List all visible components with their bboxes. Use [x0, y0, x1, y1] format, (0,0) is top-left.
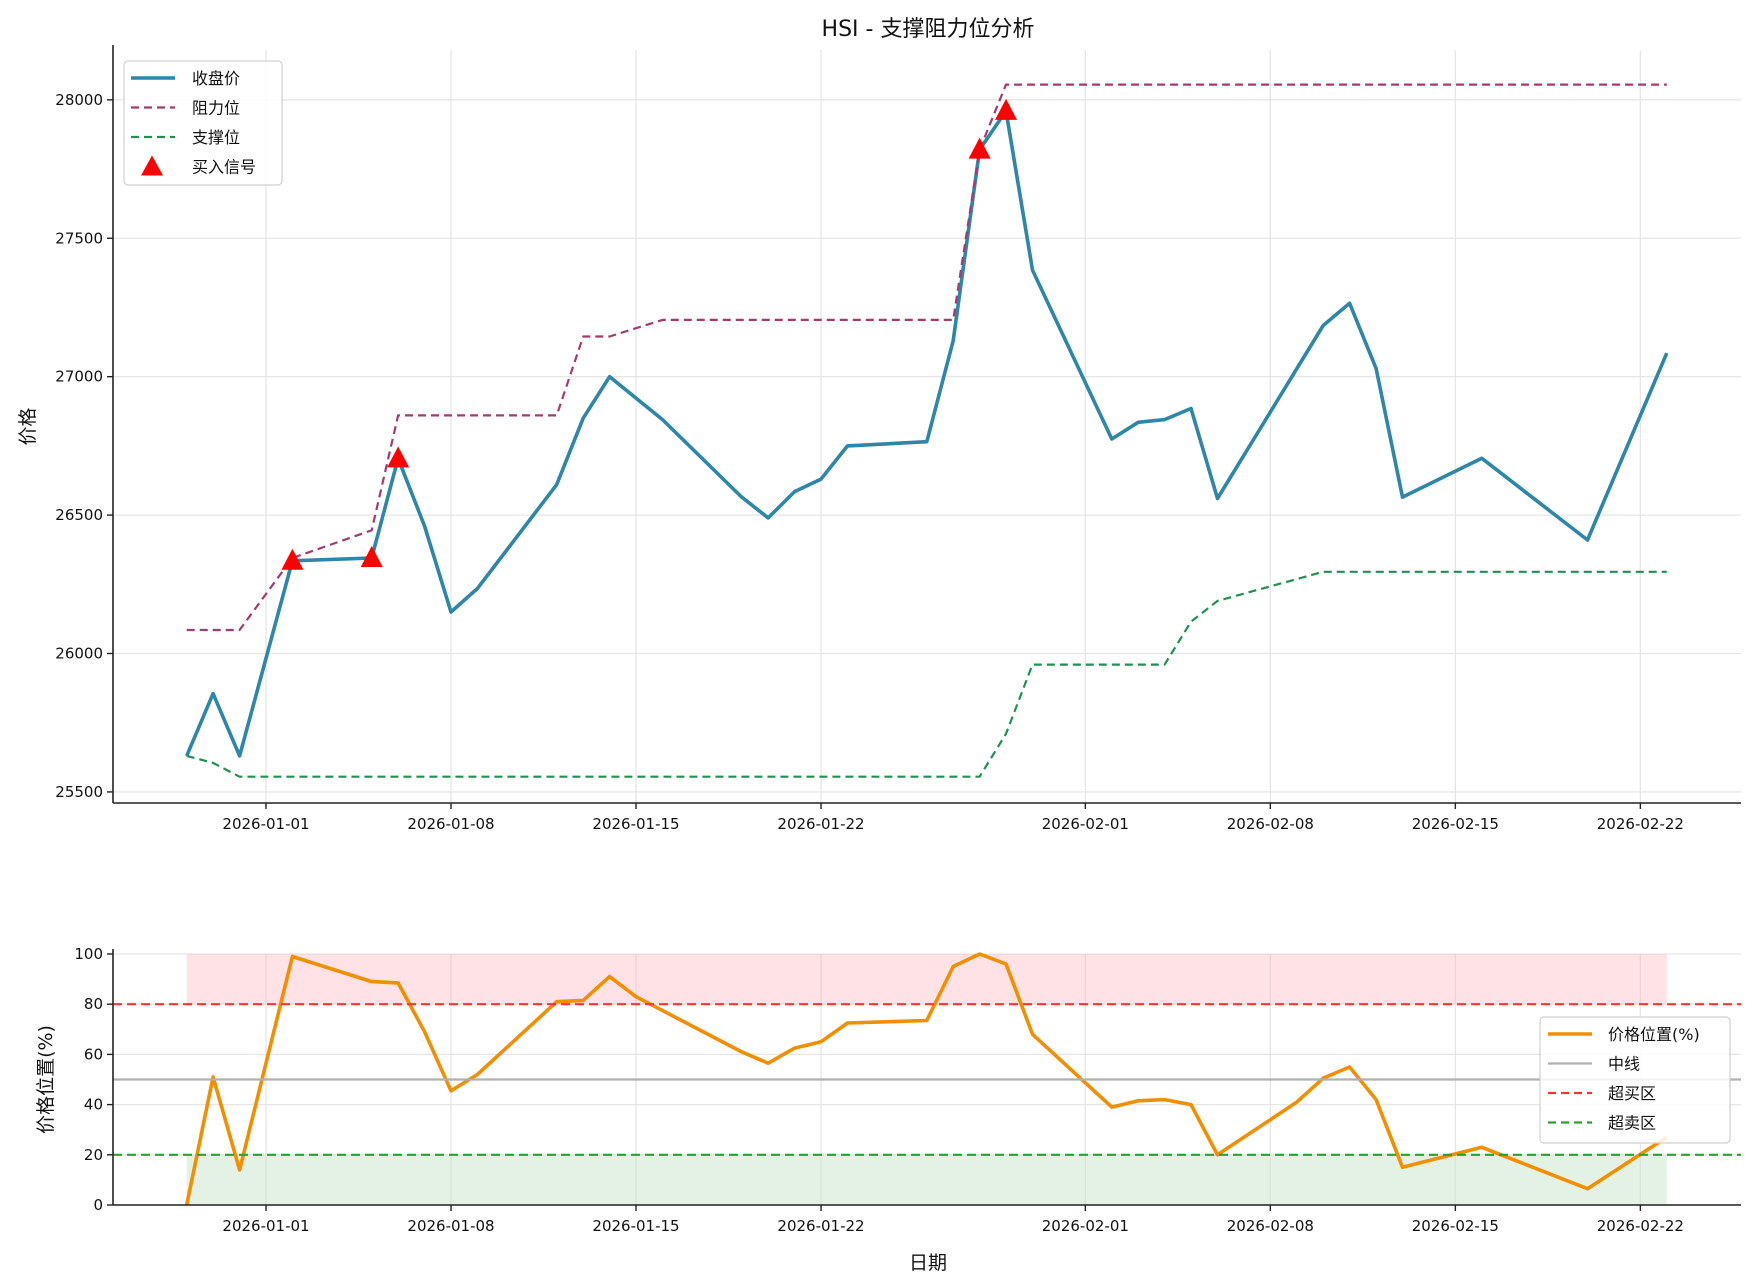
y-axis-label: 价格位置(%) — [35, 1025, 57, 1134]
x-tick-label: 2026-01-15 — [592, 1217, 679, 1235]
legend-marker-icon — [141, 155, 163, 176]
legend-label: 价格位置(%) — [1608, 1025, 1700, 1044]
chart-title: HSI - 支撑阻力位分析 — [822, 17, 1035, 42]
y-tick-label: 100 — [74, 945, 103, 963]
x-tick-label: 2026-02-15 — [1412, 1217, 1499, 1235]
y-tick-label: 27500 — [55, 229, 103, 247]
legend-label: 超卖区 — [1608, 1114, 1656, 1133]
y-tick-label: 40 — [84, 1096, 103, 1114]
x-tick-label: 2026-01-01 — [222, 1217, 309, 1235]
x-tick-label: 2026-02-01 — [1042, 1217, 1129, 1235]
legend-label: 超买区 — [1608, 1084, 1656, 1103]
x-tick-label: 2026-02-22 — [1597, 1217, 1684, 1235]
x-tick-label: 2026-01-08 — [407, 1217, 494, 1235]
x-tick-label: 2026-02-01 — [1042, 815, 1129, 833]
x-tick-label: 2026-02-08 — [1227, 815, 1314, 833]
buy-signal-marker — [360, 545, 383, 567]
legend-label: 中线 — [1608, 1055, 1640, 1074]
y-tick-label: 27000 — [55, 368, 103, 386]
x-tick-label: 2026-02-15 — [1412, 815, 1499, 833]
y-tick-label: 26500 — [55, 506, 103, 524]
x-tick-label: 2026-01-15 — [592, 815, 679, 833]
x-axis-label: 日期 — [909, 1252, 947, 1274]
x-tick-label: 2026-02-08 — [1227, 1217, 1314, 1235]
x-tick-label: 2026-01-22 — [777, 1217, 864, 1235]
series-line — [186, 83, 1667, 632]
buy-signal-marker — [281, 548, 304, 570]
y-tick-label: 25500 — [55, 783, 103, 801]
y-tick-label: 0 — [93, 1196, 103, 1214]
overbought-band — [186, 954, 1667, 1005]
legend-label: 支撑位 — [192, 128, 240, 147]
buy-signal-marker — [995, 98, 1018, 120]
y-tick-label: 80 — [84, 995, 103, 1013]
x-tick-label: 2026-01-08 — [407, 815, 494, 833]
series-line — [186, 570, 1667, 778]
x-tick-label: 2026-01-22 — [777, 815, 864, 833]
series-line — [184, 952, 1668, 1206]
legend-label: 阻力位 — [192, 99, 240, 118]
y-tick-label: 20 — [84, 1146, 103, 1164]
y-axis-label: 价格 — [17, 407, 39, 445]
y-tick-label: 26000 — [55, 645, 103, 663]
x-tick-label: 2026-01-01 — [222, 815, 309, 833]
position-plot: 0 20 40 60 80 100 2026-01-01 2026-01-08 2026-01-… — [35, 945, 1741, 1274]
legend-label: 买入信号 — [192, 158, 256, 177]
y-tick-label: 28000 — [55, 91, 103, 109]
y-tick-label: 60 — [84, 1045, 103, 1063]
price-plot: 25500 26000 26500 27000 27500 28000 2026-01-01… — [17, 45, 1741, 833]
buy-signal-marker — [387, 446, 410, 468]
series-line — [185, 109, 1669, 758]
legend-label: 收盘价 — [192, 69, 240, 88]
x-tick-label: 2026-02-22 — [1597, 815, 1684, 833]
buy-signal-marker — [968, 137, 991, 159]
oversold-band — [186, 1154, 1667, 1205]
